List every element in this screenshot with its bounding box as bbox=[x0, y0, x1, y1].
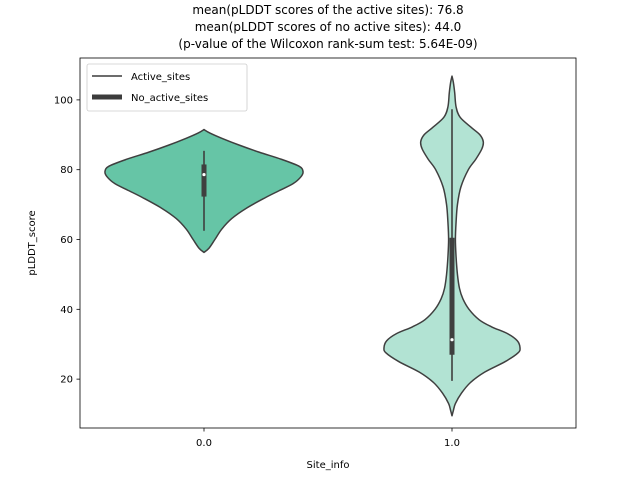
x-axis-ticks: 0.0 1.0 bbox=[196, 428, 460, 449]
y-axis-ticks: 20 40 60 80 100 bbox=[54, 95, 80, 386]
legend-label-active-sites: Active_sites bbox=[131, 72, 190, 83]
y-tick-label-20: 20 bbox=[60, 375, 73, 386]
x-tick-label-0: 0.0 bbox=[196, 438, 212, 449]
title-line-3: (p-value of the Wilcoxon rank-sum test: … bbox=[178, 37, 477, 51]
violins bbox=[104, 75, 521, 417]
x-tick-label-1: 1.0 bbox=[444, 438, 460, 449]
x-axis-label: Site_info bbox=[307, 460, 350, 471]
y-tick-label-60: 60 bbox=[60, 235, 73, 246]
legend: Active_sites No_active_sites bbox=[86, 63, 248, 112]
title-line-1: mean(pLDDT scores of the active sites): … bbox=[192, 3, 463, 17]
legend-label-no-active-sites: No_active_sites bbox=[131, 93, 208, 104]
violin-median-active-sites bbox=[202, 172, 206, 177]
violin-median-no-active-sites bbox=[450, 338, 454, 342]
y-tick-label-80: 80 bbox=[60, 165, 73, 176]
chart-title: mean(pLDDT scores of the active sites): … bbox=[178, 3, 477, 51]
y-axis-label: pLDDT_score bbox=[27, 210, 38, 275]
plot-frame bbox=[79, 57, 577, 429]
legend-box bbox=[86, 63, 248, 112]
title-line-2: mean(pLDDT scores of no active sites): 4… bbox=[195, 20, 462, 34]
y-tick-label-100: 100 bbox=[54, 95, 73, 106]
y-tick-label-40: 40 bbox=[60, 305, 73, 316]
